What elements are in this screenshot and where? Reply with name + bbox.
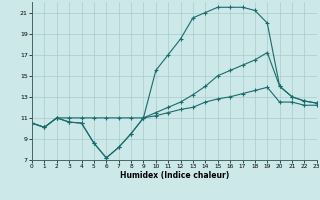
X-axis label: Humidex (Indice chaleur): Humidex (Indice chaleur) <box>120 171 229 180</box>
